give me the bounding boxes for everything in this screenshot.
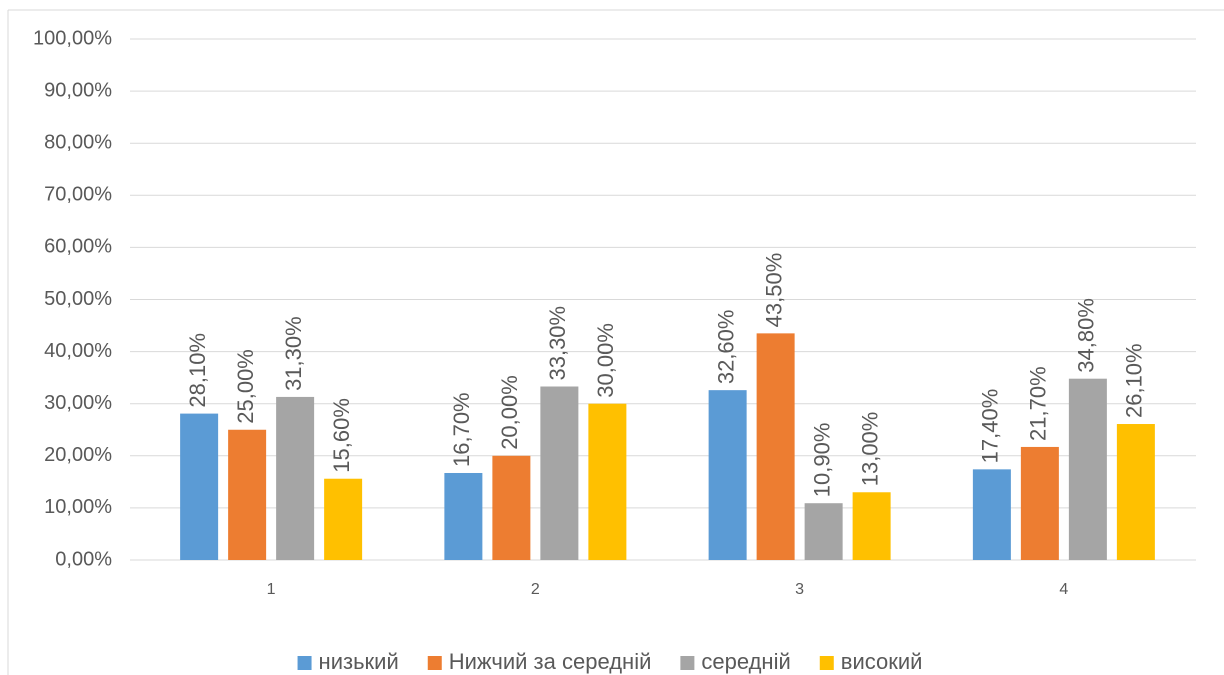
value-label: 28,10% — [185, 333, 210, 408]
legend-swatch — [680, 656, 695, 670]
y-tick-label: 20,00% — [44, 444, 112, 466]
bar — [708, 390, 747, 560]
legend-label: низький — [319, 649, 399, 674]
bar — [972, 469, 1011, 560]
value-label: 16,70% — [449, 392, 474, 467]
value-label: 34,80% — [1074, 298, 1099, 373]
bar — [276, 396, 315, 560]
legend-label: Нижчий за середній — [449, 649, 652, 674]
value-label: 33,30% — [545, 306, 570, 381]
bar — [804, 503, 843, 560]
y-tick-label: 100,00% — [33, 27, 112, 49]
value-label: 31,30% — [281, 316, 306, 391]
value-label: 21,70% — [1026, 366, 1051, 441]
value-label: 13,00% — [857, 412, 882, 487]
y-tick-label: 50,00% — [44, 288, 112, 310]
bar — [1116, 424, 1155, 560]
x-tick-label: 1 — [267, 581, 276, 598]
y-tick-label: 10,00% — [44, 496, 112, 518]
y-tick-label: 80,00% — [44, 131, 112, 153]
y-tick-label: 0,00% — [55, 548, 112, 570]
bar — [1068, 378, 1107, 560]
y-tick-label: 60,00% — [44, 236, 112, 258]
bar — [324, 478, 363, 560]
value-label: 30,00% — [593, 323, 618, 398]
bar — [444, 472, 483, 560]
value-label: 15,60% — [329, 398, 354, 473]
y-tick-label: 40,00% — [44, 340, 112, 362]
legend-label: високий — [841, 649, 923, 674]
bar — [1020, 446, 1059, 560]
value-label: 25,00% — [233, 349, 258, 424]
bar — [852, 492, 891, 560]
bar — [540, 386, 579, 560]
legend-swatch — [427, 656, 442, 670]
legend-label: середній — [701, 649, 790, 674]
value-label: 43,50% — [761, 253, 786, 328]
value-label: 10,90% — [809, 423, 834, 498]
value-label: 32,60% — [713, 310, 738, 385]
value-label: 20,00% — [497, 375, 522, 450]
legend-swatch — [819, 656, 834, 670]
legend-swatch — [297, 656, 312, 670]
value-label: 26,10% — [1122, 343, 1147, 418]
value-label: 17,40% — [978, 389, 1003, 464]
y-tick-label: 30,00% — [44, 392, 112, 414]
x-tick-label: 2 — [531, 581, 540, 598]
bar — [228, 429, 267, 560]
bar — [180, 413, 219, 560]
bar — [492, 455, 531, 560]
bar — [756, 333, 795, 560]
x-tick-label: 4 — [1059, 581, 1068, 598]
x-tick-label: 3 — [795, 581, 804, 598]
y-tick-label: 70,00% — [44, 184, 112, 206]
bar — [588, 403, 627, 560]
y-tick-label: 90,00% — [44, 79, 112, 101]
